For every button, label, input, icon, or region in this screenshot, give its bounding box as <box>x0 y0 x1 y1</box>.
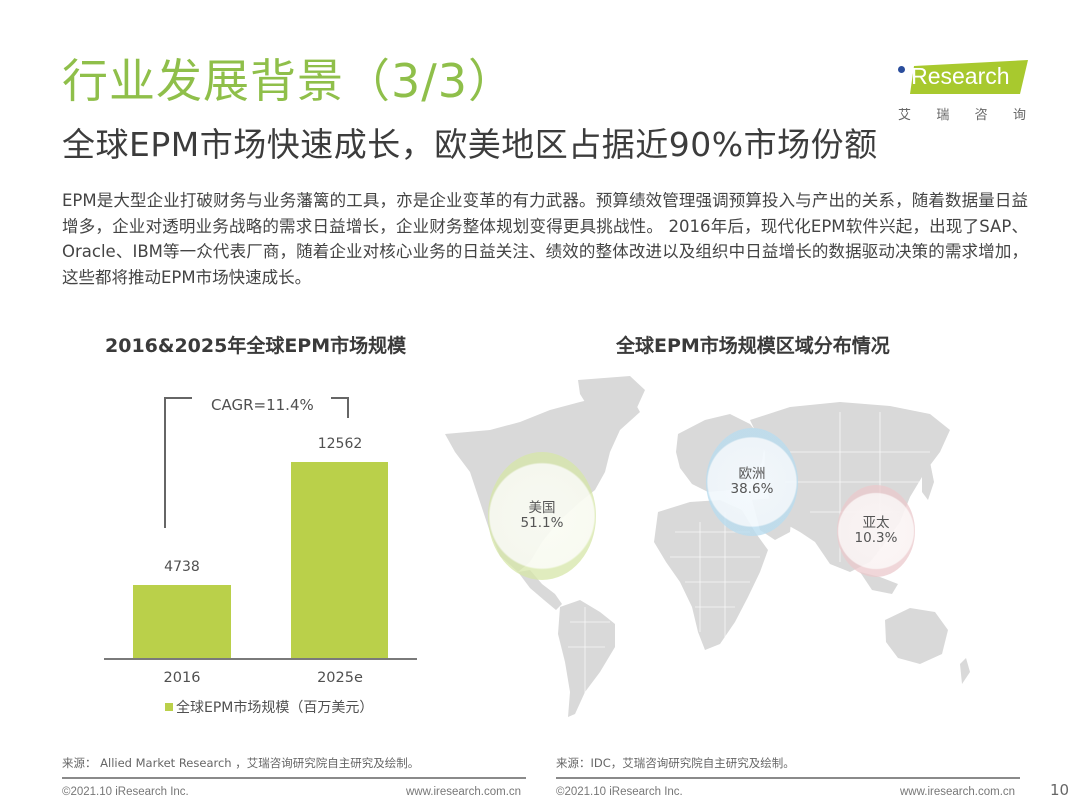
cagr-label: CAGR=11.4% <box>211 396 314 414</box>
cagr-bracket-top-left <box>164 397 192 399</box>
right-source-note: 来源：IDC，艾瑞咨询研究院自主研究及绘制。 <box>556 756 795 770</box>
logo-char: 艾 <box>898 108 912 123</box>
bar-2016 <box>133 585 231 659</box>
iresearch-logo: iResearch 艾 瑞 咨 询 <box>892 56 1032 126</box>
page-subtitle: 全球EPM市场快速成长，欧美地区占据近90%市场份额 <box>62 125 878 164</box>
footer-copyright-left: ©2021.10 iResearch Inc. <box>62 786 189 798</box>
footer-divider-left <box>62 777 526 779</box>
cagr-bracket-left <box>164 397 166 528</box>
map-chart-title: 全球EPM市场规模区域分布情况 <box>616 335 890 357</box>
region-name-europe: 欧洲 <box>738 466 766 482</box>
region-bubble-europe: 欧洲 38.6% <box>706 428 798 536</box>
x-label-2016: 2016 <box>163 670 201 686</box>
region-name-usa: 美国 <box>528 500 556 516</box>
region-pct-europe: 38.6% <box>730 481 774 497</box>
x-axis-baseline <box>104 658 417 660</box>
bar-chart-legend: 全球EPM市场规模（百万美元） <box>165 697 373 717</box>
legend-swatch-icon <box>165 703 173 711</box>
bar-value-2025e: 12562 <box>317 436 363 452</box>
x-label-2025e: 2025e <box>317 670 363 686</box>
intro-paragraph: EPM是大型企业打破财务与业务藩篱的工具，亦是企业变革的有力武器。预算绩效管理强… <box>62 191 1028 287</box>
region-pct-usa: 51.1% <box>520 515 564 531</box>
cagr-bracket-top-right <box>331 397 349 399</box>
world-map: 美国 51.1% 欧洲 38.6% 亚太 10.3% <box>430 372 1060 722</box>
logo-char: 询 <box>1012 108 1026 123</box>
logo-chinese-name: 艾 瑞 咨 询 <box>896 104 1028 123</box>
region-bubble-usa: 美国 51.1% <box>488 452 596 580</box>
footer-divider-right <box>556 777 1020 779</box>
footer-copyright-right: ©2021.10 iResearch Inc. <box>556 786 683 798</box>
logo-char: 瑞 <box>936 108 950 123</box>
footer-website-left[interactable]: www.iresearch.com.cn <box>406 786 522 798</box>
region-name-apac: 亚太 <box>862 515 890 531</box>
page-title: 行业发展背景（3/3） <box>62 54 516 108</box>
legend-label: 全球EPM市场规模（百万美元） <box>176 700 374 716</box>
region-pct-apac: 10.3% <box>854 530 898 546</box>
logo-brand-text: iResearch <box>906 63 1010 89</box>
bar-2025e <box>291 462 388 659</box>
cagr-bracket-right <box>347 397 349 418</box>
logo-char: 咨 <box>974 108 988 123</box>
bar-value-2016: 4738 <box>164 559 200 575</box>
footer-website-right[interactable]: www.iresearch.com.cn <box>900 786 1016 798</box>
page-number: 10 <box>1050 781 1070 799</box>
logo-banner-shape <box>910 60 1028 94</box>
logo-dot-icon <box>898 66 905 73</box>
left-source-note: 来源： Allied Market Research ，艾瑞咨询研究院自主研究及… <box>62 756 420 770</box>
bar-chart-title: 2016&2025年全球EPM市场规模 <box>105 335 407 357</box>
region-bubble-apac: 亚太 10.3% <box>837 485 915 577</box>
